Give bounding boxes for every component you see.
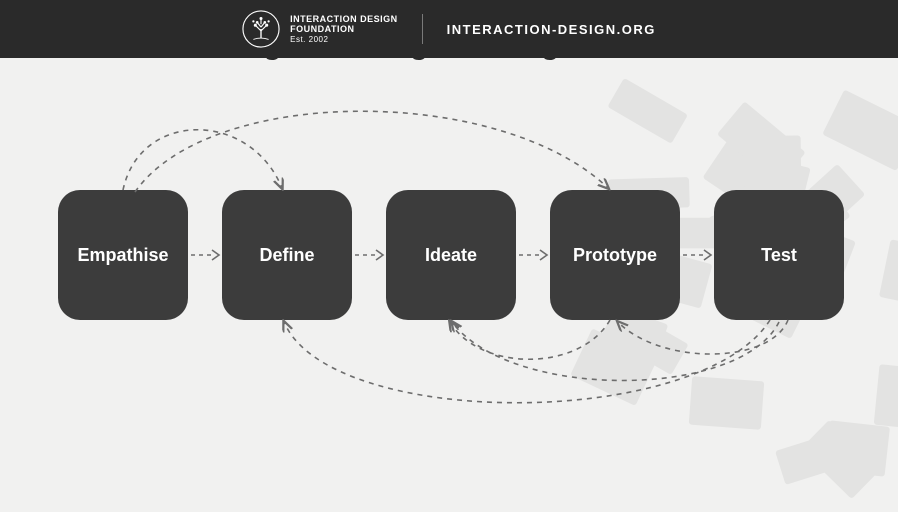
- linear-arrow-define-to-ideate: [352, 245, 386, 265]
- stage-empathise: Empathise: [58, 190, 188, 320]
- flow-arrow-test-to-ideate-bottom: [452, 322, 779, 381]
- linear-arrow-ideate-to-prototype: [516, 245, 550, 265]
- footer-divider: [422, 14, 423, 44]
- stage-label: Define: [259, 245, 314, 266]
- footer-org-name: INTERACTION DESIGN FOUNDATION Est. 2002: [290, 14, 398, 44]
- linear-arrow-prototype-to-test: [680, 245, 714, 265]
- flow-arrow-empathise-to-define-top: [123, 130, 282, 190]
- linear-arrow-empathise-to-define: [188, 245, 222, 265]
- footer-est: Est. 2002: [290, 35, 398, 44]
- stage-define: Define: [222, 190, 352, 320]
- footer-url: INTERACTION-DESIGN.ORG: [447, 22, 656, 37]
- footer-org-line2: FOUNDATION: [290, 24, 398, 34]
- footer-logo: INTERACTION DESIGN FOUNDATION Est. 2002: [242, 10, 398, 48]
- footer-bar: INTERACTION DESIGN FOUNDATION Est. 2002 …: [0, 0, 898, 58]
- stage-test: Test: [714, 190, 844, 320]
- stage-ideate: Ideate: [386, 190, 516, 320]
- arrow-icon: [352, 245, 386, 265]
- flow-arrow-prototype-to-ideate-bottom: [450, 320, 610, 359]
- stage-label: Empathise: [77, 245, 168, 266]
- tree-logo-icon: [242, 10, 280, 48]
- diagram-canvas: Design Thinking: A 5 Stage Process Empat…: [0, 0, 898, 512]
- flow-arrow-test-to-prototype-bottom: [618, 320, 788, 354]
- stage-label: Test: [761, 245, 797, 266]
- arrow-icon: [680, 245, 714, 265]
- arrow-icon: [188, 245, 222, 265]
- stage-label: Ideate: [425, 245, 477, 266]
- stage-prototype: Prototype: [550, 190, 680, 320]
- stage-label: Prototype: [573, 245, 657, 266]
- flow-arrow-empathise-to-prototype-top: [135, 111, 608, 192]
- flow-arrow-test-to-define-bottom: [284, 320, 770, 403]
- arrow-icon: [516, 245, 550, 265]
- footer-org-line1: INTERACTION DESIGN: [290, 14, 398, 24]
